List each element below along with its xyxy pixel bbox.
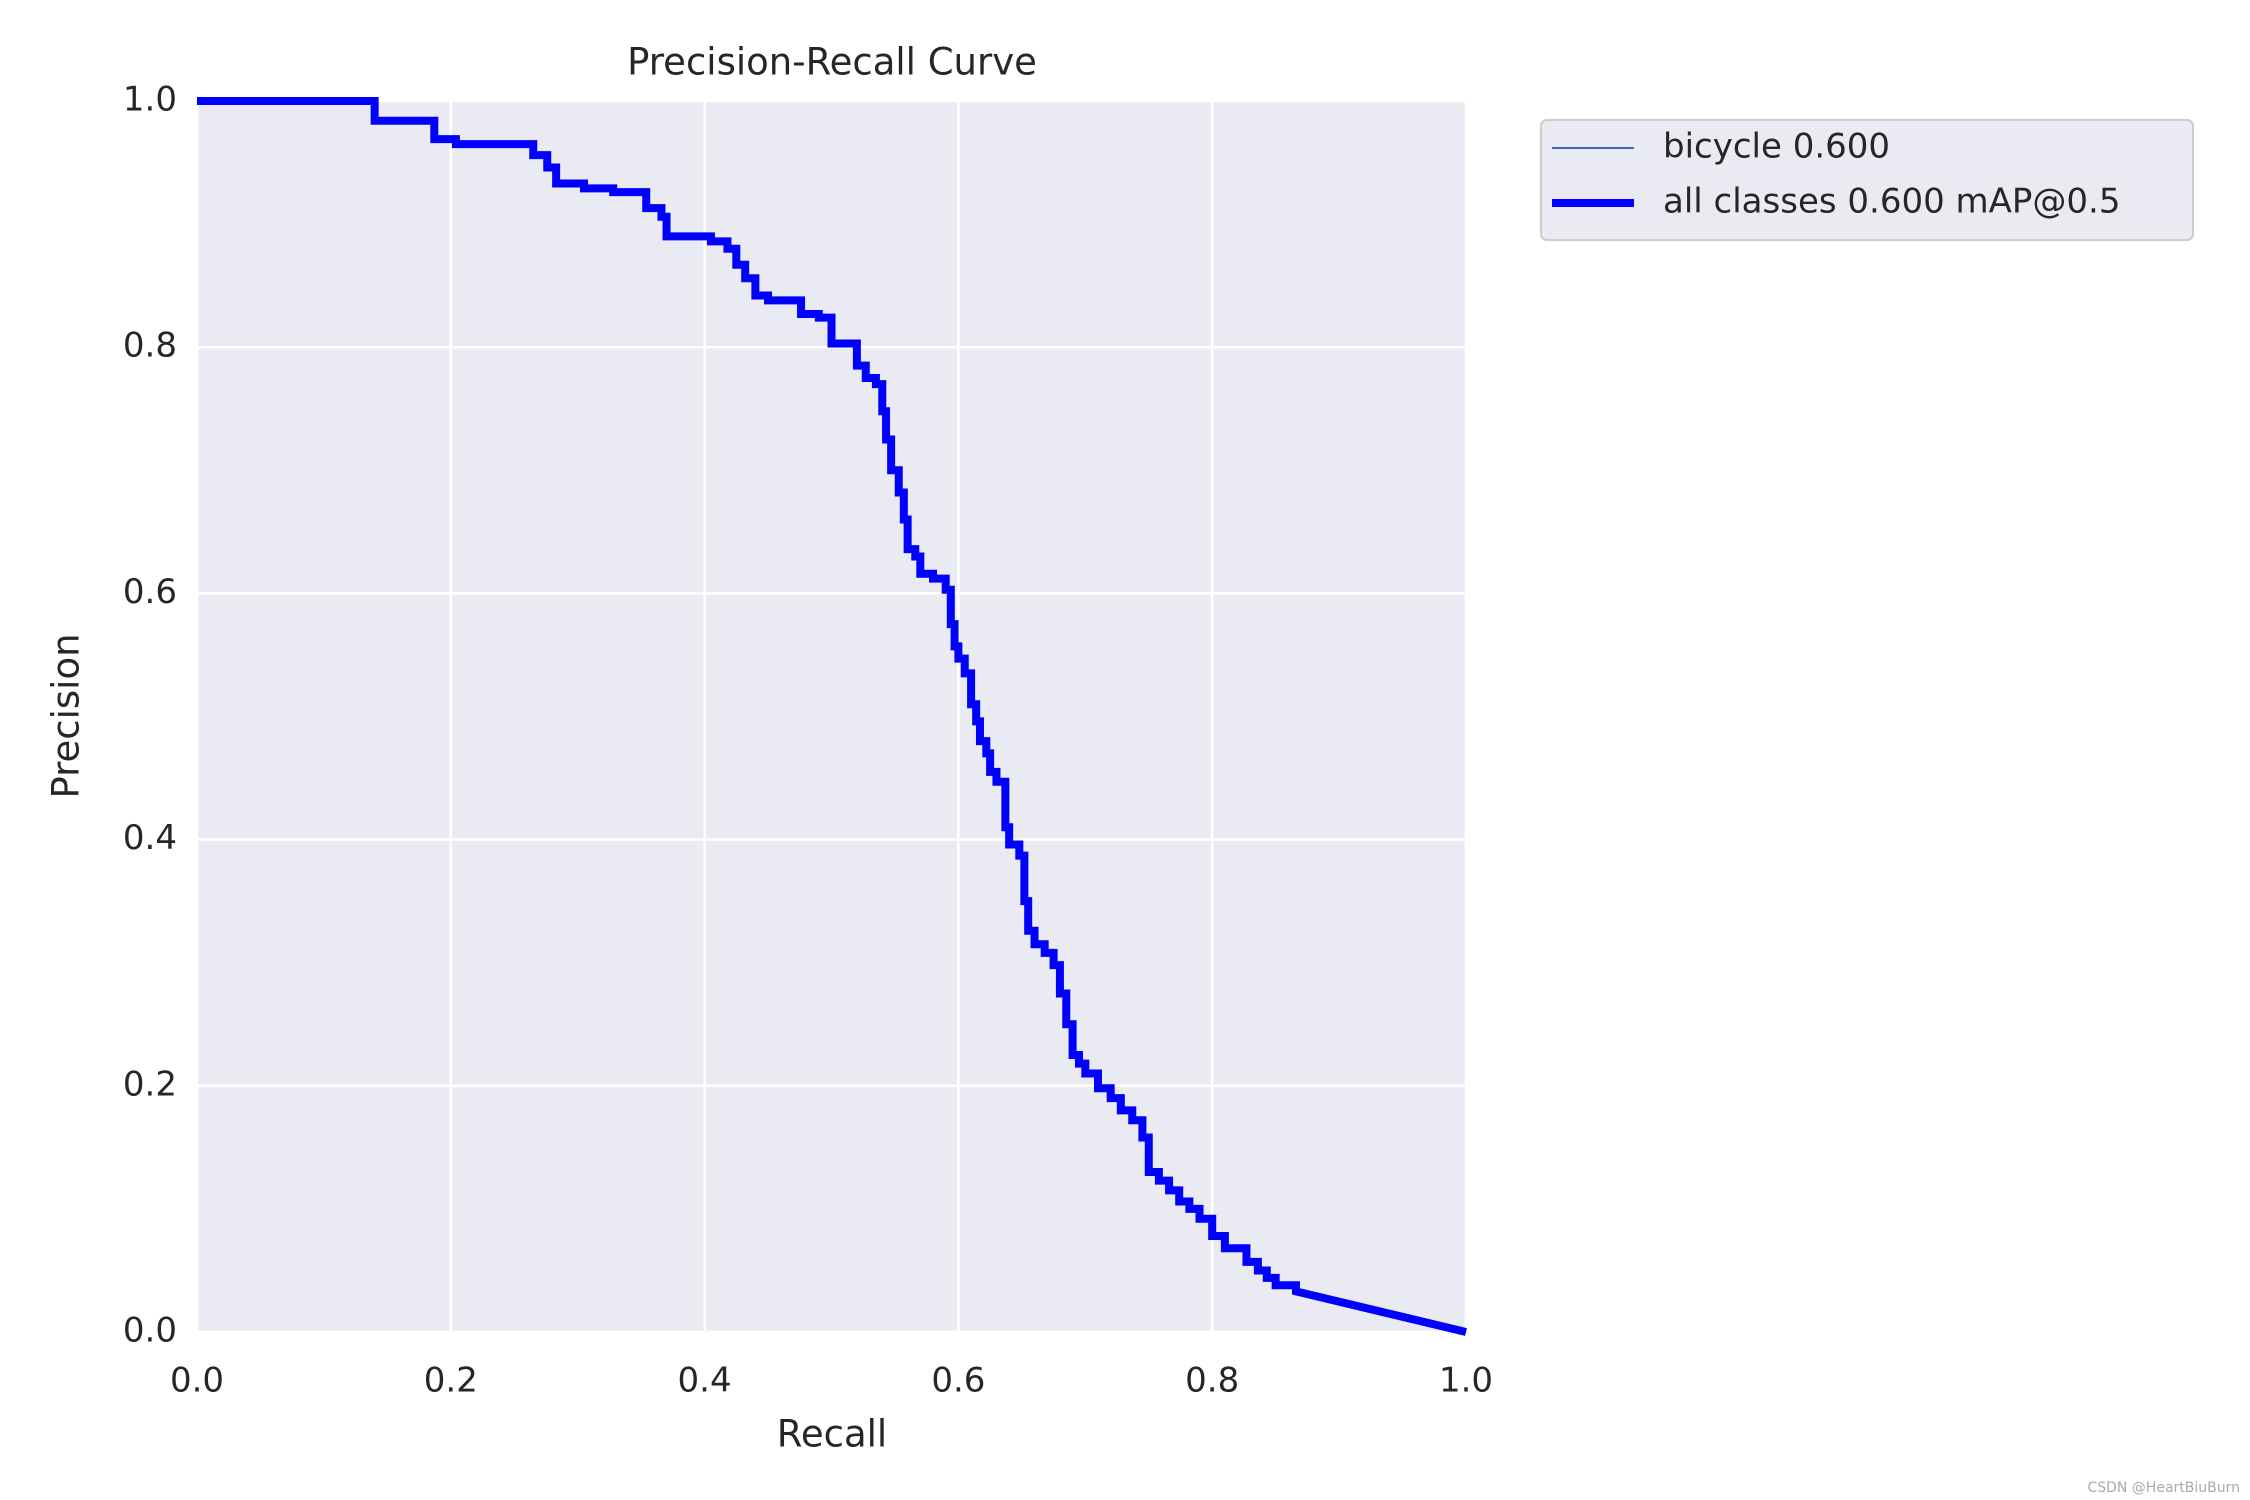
- y-tick-label: 0.8: [123, 326, 177, 366]
- y-axis-label: Precision: [45, 633, 88, 798]
- x-axis-label: Recall: [777, 1413, 887, 1456]
- watermark: CSDN @HeartBiuBurn: [2087, 1480, 2240, 1496]
- plot-background: [197, 101, 1466, 1332]
- chart-title: Precision-Recall Curve: [627, 41, 1037, 84]
- x-tick-label: 0.2: [424, 1361, 478, 1401]
- y-tick-label: 0.4: [123, 818, 177, 858]
- x-tick-label: 0.8: [1185, 1361, 1239, 1401]
- legend-label: all classes 0.600 mAP@0.5: [1663, 182, 2120, 222]
- y-tick-label: 1.0: [123, 80, 177, 120]
- y-tick-label: 0.0: [123, 1311, 177, 1351]
- x-tick-label: 0.0: [170, 1361, 224, 1401]
- x-tick-label: 0.6: [931, 1361, 985, 1401]
- plot-area: [195, 99, 1468, 1334]
- legend-label: bicycle 0.600: [1663, 127, 1890, 167]
- legend: bicycle 0.600 all classes 0.600 mAP@0.5: [1540, 119, 2194, 241]
- legend-box: [1540, 119, 2194, 241]
- y-tick-label: 0.6: [123, 572, 177, 612]
- y-tick-label: 0.2: [123, 1064, 177, 1104]
- pr-curve: [197, 97, 1467, 1336]
- x-tick-label: 1.0: [1439, 1361, 1493, 1401]
- x-tick-label: 0.4: [678, 1361, 732, 1401]
